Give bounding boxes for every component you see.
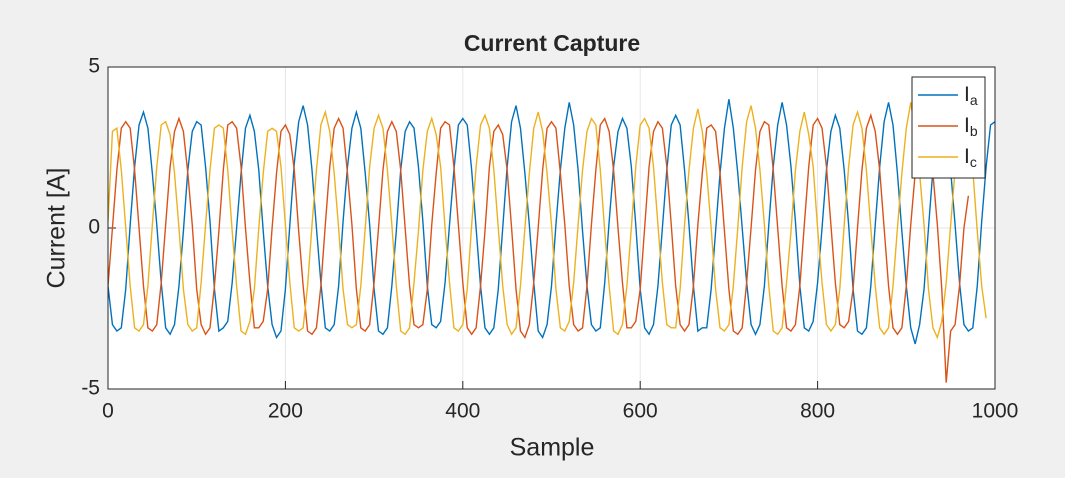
x-tick-label: 0 (102, 400, 114, 423)
x-tick-label: 1000 (972, 400, 1019, 423)
legend-label: Ia (964, 83, 978, 108)
legend-label: Ib (964, 114, 978, 139)
axes-box (107, 66, 996, 390)
y-axis-label: Current [A] (43, 168, 71, 289)
legend: Ia Ib Ic (911, 76, 986, 179)
y-tick-label: 5 (88, 55, 100, 78)
chart-title: Current Capture (464, 30, 640, 56)
legend-box (911, 76, 986, 179)
x-tick-label: 400 (445, 400, 480, 423)
series-line (108, 99, 995, 345)
x-tick-label: 800 (800, 400, 835, 423)
y-tick-label: -5 (81, 377, 100, 400)
series-line (108, 112, 970, 383)
series-line (108, 102, 987, 340)
x-tick-label: 200 (268, 400, 303, 423)
y-tick-label: 0 (88, 216, 100, 239)
legend-label: Ic (964, 145, 977, 170)
x-axis-label: Sample (510, 434, 595, 462)
x-tick-label: 600 (623, 400, 658, 423)
